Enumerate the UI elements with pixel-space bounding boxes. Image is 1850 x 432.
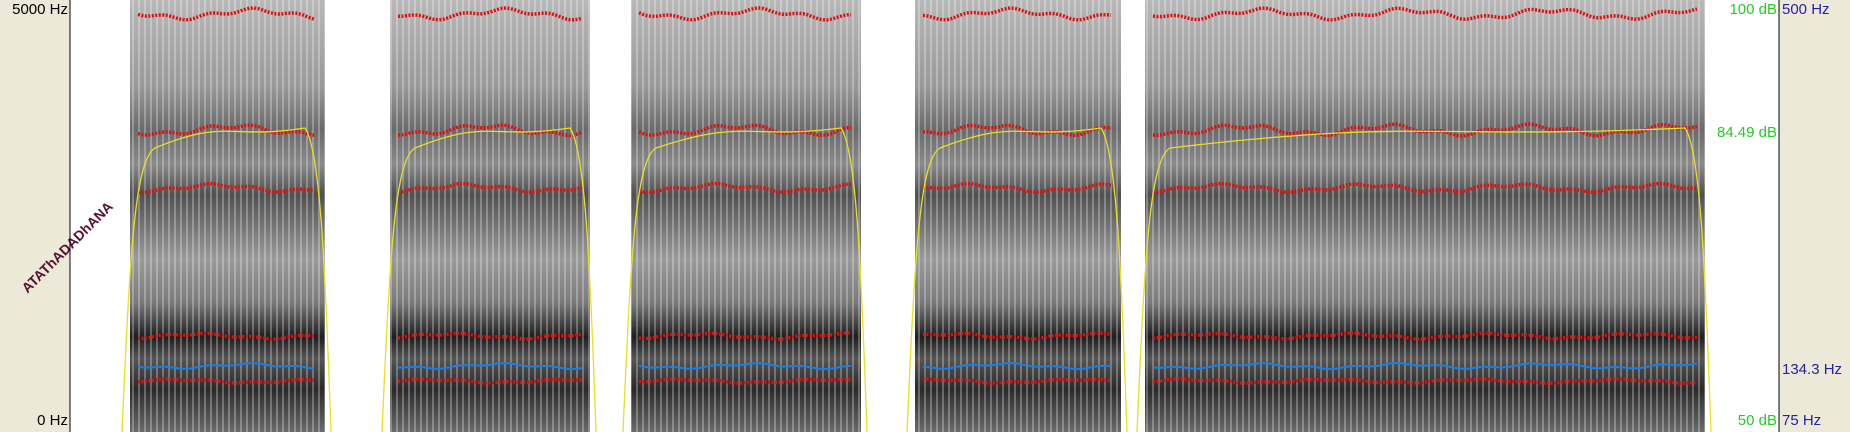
formant-track: [137, 181, 315, 195]
formant-track: [397, 181, 583, 195]
intensity-track: [906, 127, 1128, 432]
formant-track: [1152, 331, 1698, 341]
intensity-mark-label: 84.49 dB: [1717, 124, 1777, 141]
intensity-bottom-label: 50 dB: [1738, 412, 1777, 429]
formant-track: [638, 123, 852, 138]
intensity-top-label: 100 dB: [1729, 1, 1777, 18]
formant-track: [638, 331, 852, 341]
formant-track: [137, 377, 315, 385]
formant-track: [1152, 181, 1698, 195]
formant-track: [923, 123, 1112, 138]
formant-track: [1152, 377, 1698, 385]
intensity-track: [622, 127, 868, 432]
formant-track: [137, 123, 315, 138]
formant-track: [397, 377, 583, 385]
formant-track: [638, 377, 852, 385]
formant-track: [397, 331, 583, 341]
intensity-track: [1136, 127, 1712, 432]
intensity-track: [121, 127, 332, 432]
pitch-track: [137, 362, 315, 370]
freq-bottom-label: 0 Hz: [37, 412, 68, 429]
glottal-striations: [1145, 0, 1705, 432]
pitch-track: [398, 362, 583, 371]
pitch-top-label: 500 Hz: [1782, 1, 1830, 18]
freq-top-label: 5000 Hz: [12, 1, 68, 18]
formant-track: [922, 331, 1112, 341]
formant-track: [1152, 6, 1698, 22]
pitch-track: [922, 362, 1112, 371]
pitch-track: [638, 362, 852, 371]
formant-track: [137, 6, 315, 22]
formant-track: [922, 6, 1112, 22]
glottal-striations: [915, 0, 1121, 432]
formant-track: [638, 6, 852, 22]
pitch-bottom-label: 75 Hz: [1782, 412, 1821, 429]
glottal-striations: [390, 0, 590, 432]
pitch-mark-label: 134.3 Hz: [1782, 361, 1842, 378]
formant-track: [922, 181, 1112, 195]
formant-track: [1152, 122, 1698, 138]
glottal-striations: [631, 0, 861, 432]
glottal-striations: [130, 0, 325, 432]
pitch-track: [1152, 361, 1698, 371]
intensity-track: [381, 127, 597, 432]
formant-track: [638, 181, 851, 195]
formant-track: [138, 331, 315, 341]
spectrogram: [130, 0, 1705, 432]
analysis-tracks: [121, 6, 1712, 432]
